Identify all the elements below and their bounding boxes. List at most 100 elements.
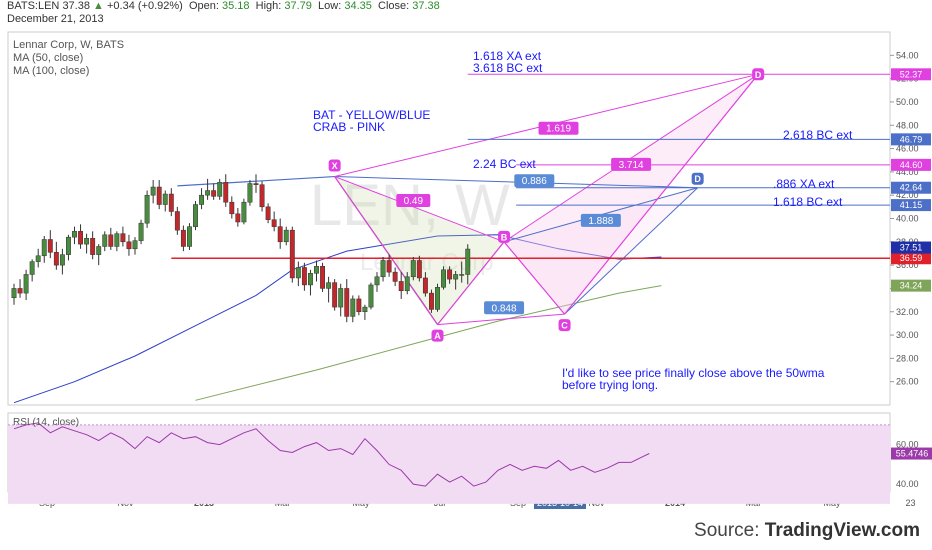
candle-body — [386, 260, 392, 273]
candle-body — [404, 276, 410, 292]
low-value: 34.35 — [344, 0, 372, 12]
candle-body — [11, 288, 17, 299]
axis-badge-label: 37.51 — [900, 243, 923, 253]
quote-header: BATS:LEN 37.38 ▲ +0.34 (+0.92%) Open: 35… — [7, 0, 440, 12]
candle-body — [66, 236, 71, 255]
candle-body — [241, 201, 247, 223]
annotation-bc-2618: 2.618 BC ext — [783, 128, 853, 142]
candle-body — [217, 182, 223, 197]
ratio-badge — [396, 194, 431, 208]
candle-body — [138, 222, 144, 241]
candle-body — [350, 298, 356, 317]
candle-body — [416, 260, 422, 279]
candle-body — [132, 240, 138, 250]
level-label: 41.15 — [900, 200, 923, 210]
level-badge — [891, 181, 931, 194]
candle-body — [295, 267, 301, 279]
candle-body — [150, 186, 156, 196]
level-badge — [891, 158, 931, 171]
open-label: Open: — [188, 0, 219, 12]
candle-body — [362, 306, 368, 312]
candle-body — [120, 233, 126, 243]
candle-body — [289, 229, 295, 279]
candle-body — [344, 288, 350, 317]
candle-body — [259, 184, 265, 208]
candle-body — [162, 193, 168, 205]
up-arrow-icon: ▲ — [93, 0, 104, 12]
header-date: December 21, 2013 — [7, 13, 104, 25]
y-tick-label: 54.00 — [896, 50, 919, 60]
last-price: 37.38 — [62, 0, 90, 12]
candle-body — [338, 288, 344, 308]
rsi-line — [13, 422, 650, 487]
level-label: 42.64 — [900, 183, 923, 193]
candle-body — [72, 231, 77, 238]
y-tick-label: 50.00 — [896, 97, 919, 107]
candle-body — [429, 292, 434, 310]
annotation-bat: BAT - YELLOW/BLUE — [313, 108, 430, 122]
annotation-comment-2: before trying long. — [562, 378, 658, 392]
point-marker — [431, 329, 444, 342]
candle-body — [102, 234, 108, 247]
ratio-label: 1.888 — [588, 216, 613, 227]
bat-cd-leg — [564, 187, 698, 315]
candle-body — [326, 282, 332, 289]
point-marker — [328, 159, 341, 172]
level-label: 36.59 — [900, 253, 923, 263]
candle-body — [332, 282, 338, 308]
annotation-bc-3618: 3.618 BC ext — [473, 61, 543, 75]
point-marker — [752, 68, 765, 81]
ratio-label: 0.886 — [522, 176, 547, 187]
point-marker — [498, 230, 511, 243]
candle-body — [29, 261, 35, 275]
open-value: 35.18 — [221, 0, 250, 12]
price-pane — [7, 31, 891, 406]
candle-body — [271, 219, 277, 227]
candle-body — [90, 238, 96, 255]
rsi-legend: RSI (14, close) — [13, 417, 79, 428]
candle-body — [205, 190, 211, 196]
candle-body — [108, 234, 114, 247]
candle-body — [368, 284, 374, 308]
bat-xab-fill — [334, 176, 505, 325]
candle-body — [53, 252, 59, 266]
candle-body — [459, 274, 465, 276]
ratio-label: 1.619 — [546, 124, 571, 135]
crab-bc-leg — [503, 241, 566, 315]
legend-ma50: MA (50, close) — [13, 52, 84, 64]
candle-body — [229, 201, 235, 215]
ratio-badge — [514, 174, 555, 188]
rsi-tick-label: 40.00 — [896, 479, 919, 489]
candle-body — [247, 183, 253, 203]
candle-body — [78, 231, 83, 245]
crab-xa-leg — [334, 176, 438, 325]
candle-body — [168, 193, 174, 212]
rsi-band — [8, 424, 890, 504]
candle-body — [374, 276, 380, 286]
legend-ma100: MA (100, close) — [13, 65, 90, 77]
candle-body — [96, 246, 102, 255]
candle-body — [356, 298, 362, 313]
candle-body — [410, 260, 416, 278]
point-marker — [691, 172, 704, 185]
y-tick-label: 36.00 — [896, 260, 919, 270]
high-value: 37.79 — [284, 0, 312, 12]
rsi-last-label: 55.4746 — [896, 449, 929, 459]
annotation-bc-1618: 1.618 BC ext — [773, 195, 843, 209]
source-prefix: Source: — [694, 520, 765, 541]
point-label: C — [561, 321, 568, 331]
symbol: BATS:LEN — [7, 0, 60, 12]
candle-body — [223, 182, 229, 203]
axis-badge — [891, 279, 931, 292]
candle-body — [308, 273, 313, 286]
ratio-badge — [580, 213, 621, 227]
candle-body — [320, 266, 326, 289]
y-tick-label: 30.00 — [896, 330, 919, 340]
y-tick-label: 44.00 — [896, 167, 919, 177]
candle-body — [283, 229, 289, 243]
crab-xb-leg — [334, 176, 505, 243]
ma100-line — [195, 285, 662, 401]
ratio-label: 0.848 — [492, 303, 517, 314]
candle-body — [144, 194, 150, 224]
